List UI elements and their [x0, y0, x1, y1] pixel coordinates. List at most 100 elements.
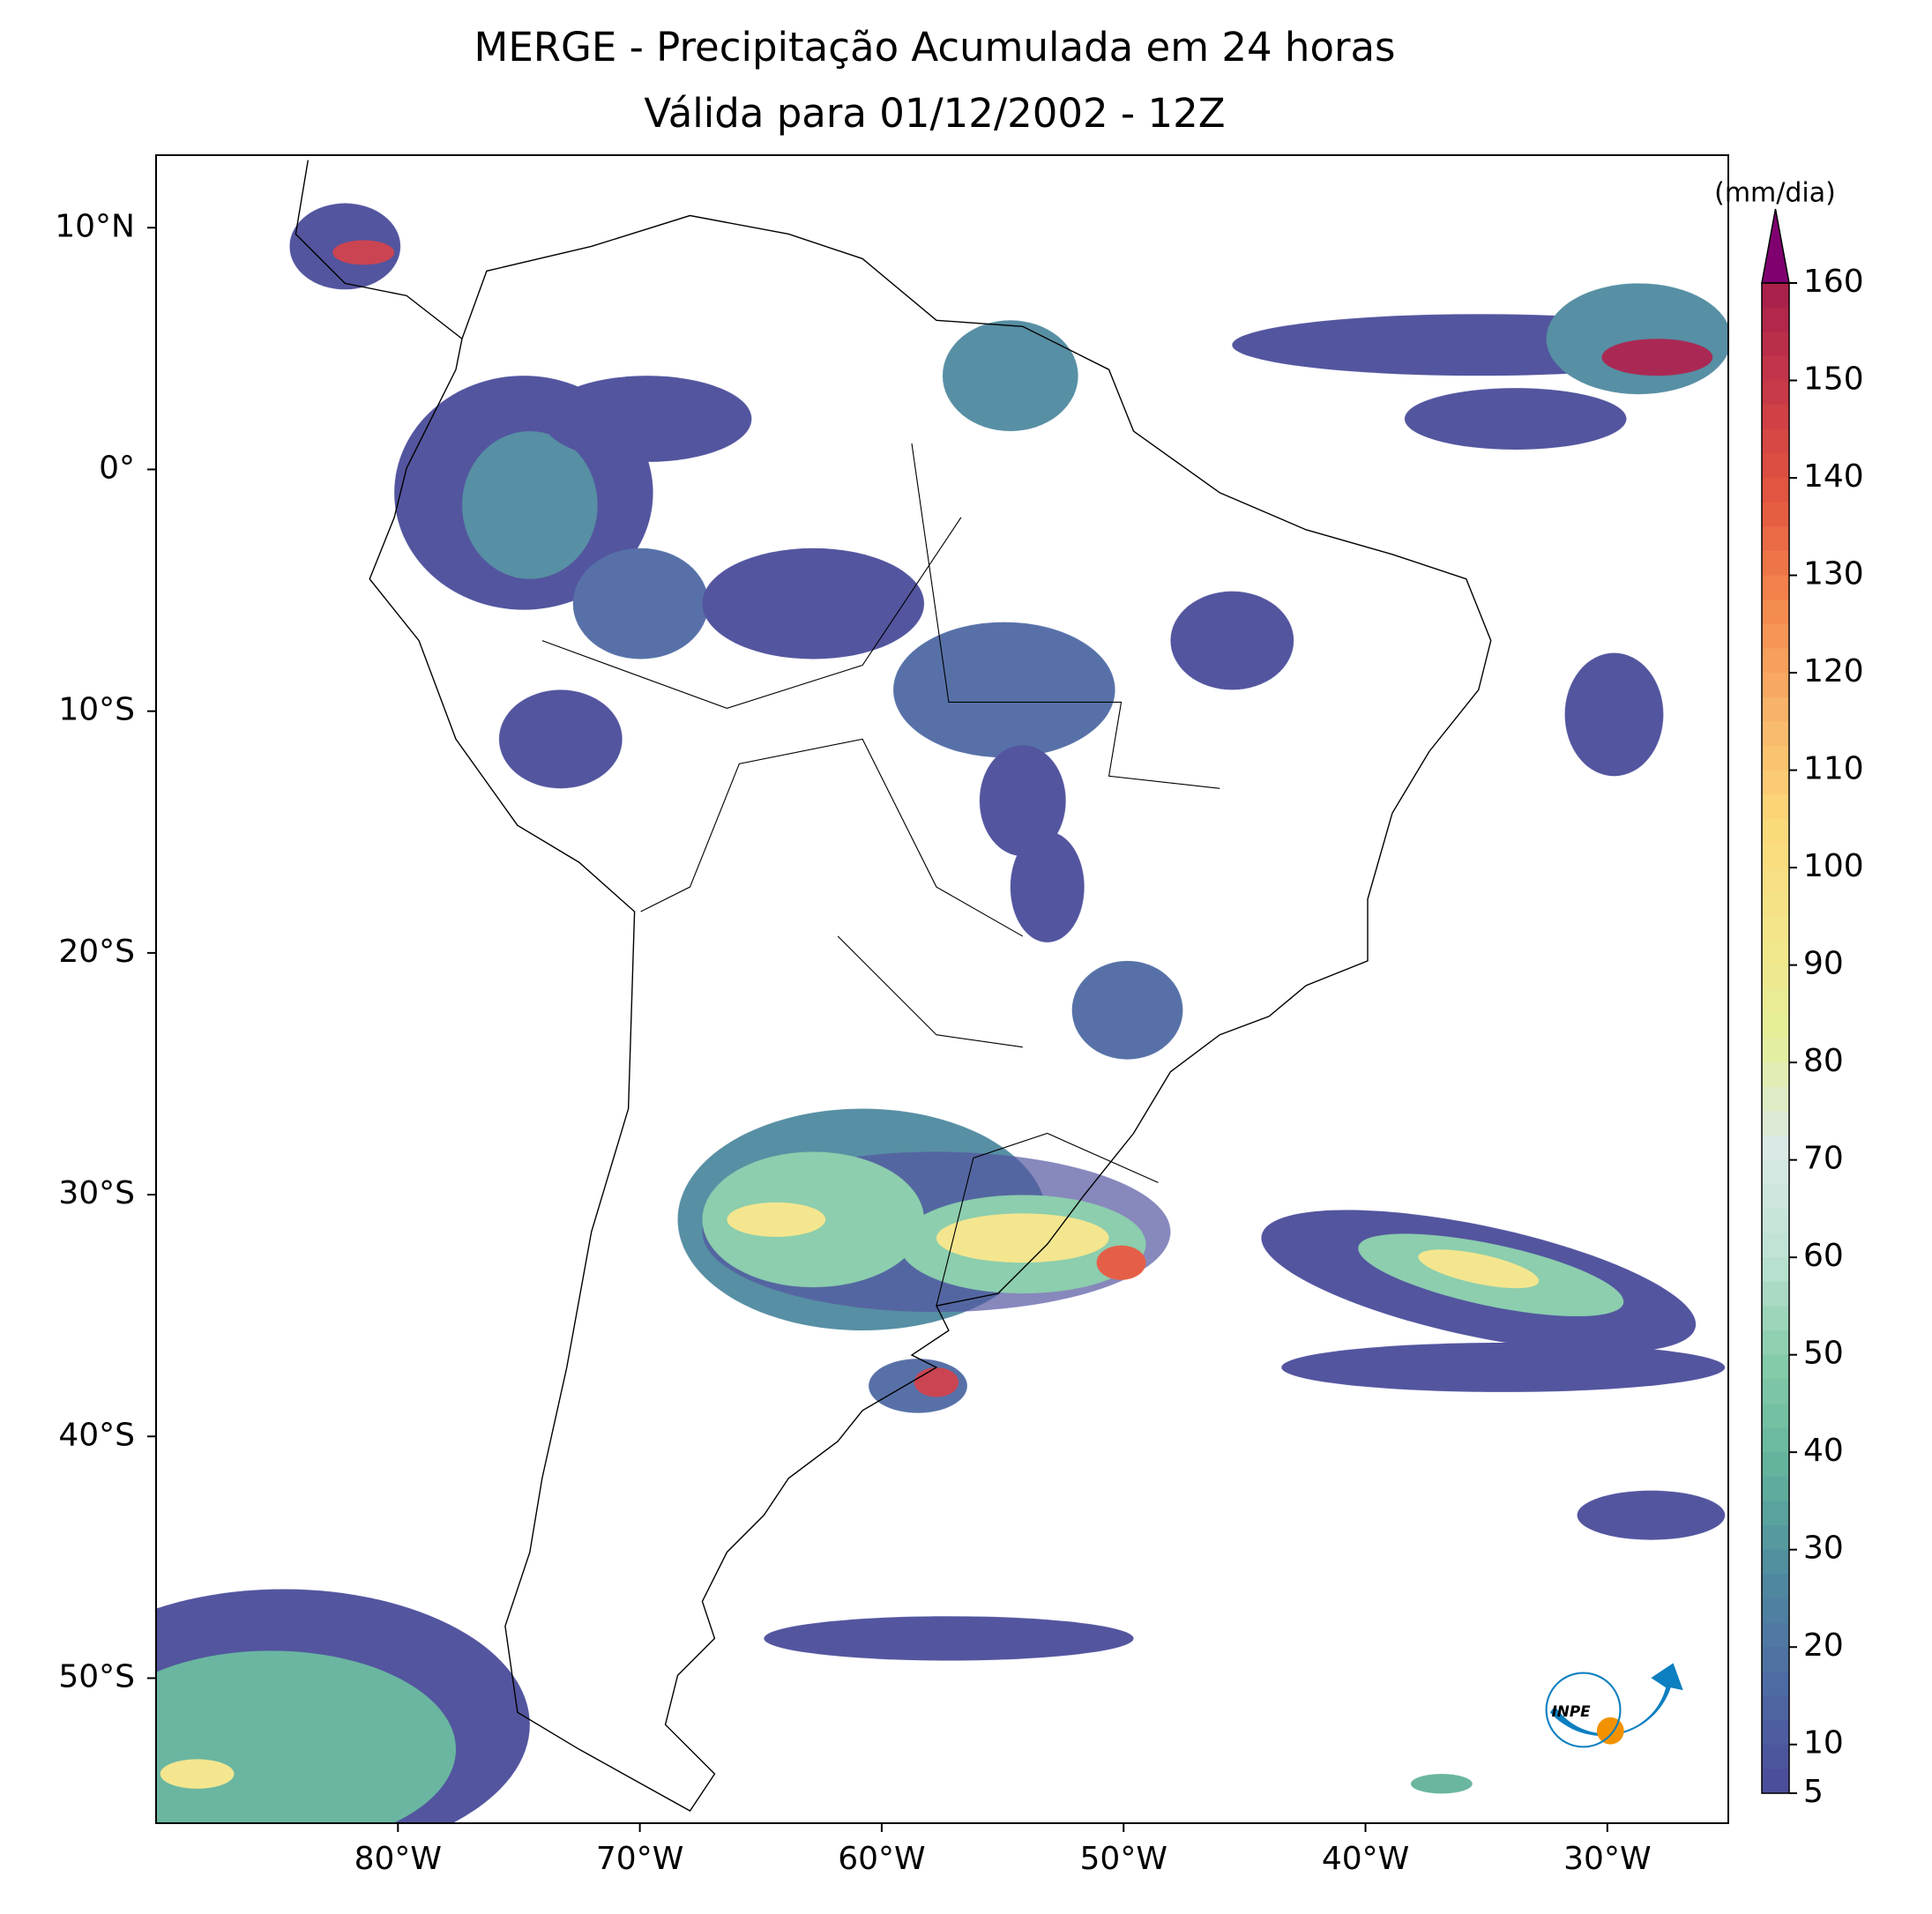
colorbar-tick-label: 140 [1803, 458, 1864, 495]
colorbar-band [1762, 843, 1789, 868]
map-frame [155, 154, 1729, 1824]
y-tick-label: 10°N [55, 208, 135, 244]
colorbar-band [1762, 648, 1789, 674]
colorbar-band [1762, 1574, 1789, 1599]
colorbar-band [1762, 916, 1789, 942]
colorbar-band [1762, 964, 1789, 990]
colorbar-band [1762, 453, 1789, 479]
y-tick-label: 0° [99, 450, 135, 486]
colorbar-band [1762, 1671, 1789, 1697]
colorbar-band [1762, 1159, 1789, 1185]
y-tick-label: 10°S [58, 692, 135, 728]
colorbar-band [1762, 940, 1789, 966]
colorbar-band [1762, 478, 1789, 503]
colorbar-band [1762, 1597, 1789, 1624]
colorbar-band [1762, 1427, 1789, 1453]
map-title: MERGE - Precipitação Acumulada em 24 hor… [474, 24, 1396, 71]
colorbar-tick-label: 130 [1803, 556, 1864, 592]
colorbar-tick-label: 10 [1803, 1725, 1844, 1761]
colorbar-tick-label: 70 [1803, 1141, 1844, 1177]
colorbar-tick-label: 150 [1803, 361, 1864, 398]
colorbar-band [1762, 1038, 1789, 1063]
colorbar-tick-label: 110 [1803, 751, 1864, 787]
colorbar-band [1762, 575, 1789, 600]
colorbar-tick-label: 80 [1803, 1043, 1844, 1079]
colorbar-band [1762, 1744, 1789, 1769]
y-tick-label: 20°S [58, 934, 135, 970]
colorbar-band [1762, 526, 1789, 552]
colorbar-tick-label: 60 [1803, 1238, 1844, 1274]
colorbar-band [1762, 1208, 1789, 1234]
colorbar-band [1762, 1452, 1789, 1478]
colorbar-band [1762, 428, 1789, 455]
colorbar-band [1762, 1306, 1789, 1331]
x-tick-label: 40°W [1322, 1841, 1409, 1877]
colorbar-band [1762, 1403, 1789, 1429]
colorbar-band [1762, 794, 1789, 820]
y-tick-label: 30°S [58, 1175, 135, 1211]
y-tick-label: 40°S [58, 1417, 135, 1453]
colorbar-tick-label: 5 [1803, 1774, 1824, 1810]
colorbar-band [1762, 1354, 1789, 1380]
map-subtitle: Válida para 01/12/2002 - 12Z [644, 90, 1225, 137]
colorbar-band [1762, 355, 1789, 382]
colorbar-band [1762, 405, 1789, 430]
colorbar-band [1762, 1330, 1789, 1356]
colorbar-band [1762, 1695, 1789, 1721]
colorbar-band [1762, 891, 1789, 917]
colorbar-band [1762, 1549, 1789, 1575]
colorbar-band [1762, 1476, 1789, 1502]
borders [541, 443, 1220, 1307]
colorbar-band [1762, 868, 1789, 893]
x-tick-label: 60°W [838, 1841, 925, 1877]
colorbar-tick-label: 30 [1803, 1530, 1844, 1567]
colorbar-band [1762, 1062, 1789, 1088]
colorbar-band [1762, 283, 1789, 309]
colorbar-band [1762, 1086, 1789, 1112]
precipitation-field: INPE [156, 160, 1728, 1823]
colorbar-tick-label: 160 [1803, 264, 1864, 300]
colorbar-band [1762, 623, 1789, 650]
colorbar-tick-label: 90 [1803, 946, 1844, 982]
colorbar-band [1762, 307, 1789, 332]
colorbar-band [1762, 1281, 1789, 1307]
x-tick-label: 70°W [596, 1841, 683, 1877]
colorbar-band [1762, 1501, 1789, 1526]
colorbar-band [1762, 380, 1789, 406]
colorbar-band [1762, 1136, 1789, 1161]
colorbar-band [1762, 721, 1789, 747]
colorbar-band [1762, 600, 1789, 625]
colorbar-band [1762, 1111, 1789, 1136]
colorbar-band [1762, 989, 1789, 1015]
colorbar-band [1762, 770, 1789, 795]
colorbar-tick-label: 50 [1803, 1336, 1844, 1372]
colorbar-band [1762, 696, 1789, 722]
y-tick-label: 50°S [58, 1658, 135, 1694]
colorbar-band [1762, 331, 1789, 357]
colorbar-band [1762, 818, 1789, 845]
colorbar-band [1762, 1379, 1789, 1404]
map-area: INPE 80°W 70°W 60°W 50°W 40°W 30°W 10°N 0° 10°S 2… [55, 154, 1729, 1877]
colorbar-tick-label: 100 [1803, 848, 1864, 884]
colorbar-band [1762, 1720, 1789, 1746]
colorbar-band [1762, 1769, 1789, 1794]
logo: INPE [1545, 1663, 1683, 1748]
colorbar-band [1762, 673, 1789, 698]
x-tick-label: 50°W [1080, 1841, 1167, 1877]
colorbar-label: (mm/dia) [1714, 178, 1836, 209]
colorbar-band [1762, 1647, 1789, 1672]
colorbar-band [1762, 1184, 1789, 1210]
colorbar-band [1762, 1233, 1789, 1258]
logo-text: INPE [1552, 1702, 1592, 1720]
colorbar-frame [1761, 282, 1790, 1794]
colorbar-tick-label: 40 [1803, 1433, 1844, 1469]
colorbar-tick-label: 20 [1803, 1627, 1844, 1664]
colorbar-tick-label: 120 [1803, 653, 1864, 689]
colorbar-band [1762, 745, 1789, 771]
colorbar-band [1762, 1525, 1789, 1551]
x-tick-label: 30°W [1563, 1841, 1651, 1877]
colorbar-band [1762, 1622, 1789, 1648]
colorbar-band [1762, 550, 1789, 577]
x-tick-label: 80°W [354, 1841, 442, 1877]
